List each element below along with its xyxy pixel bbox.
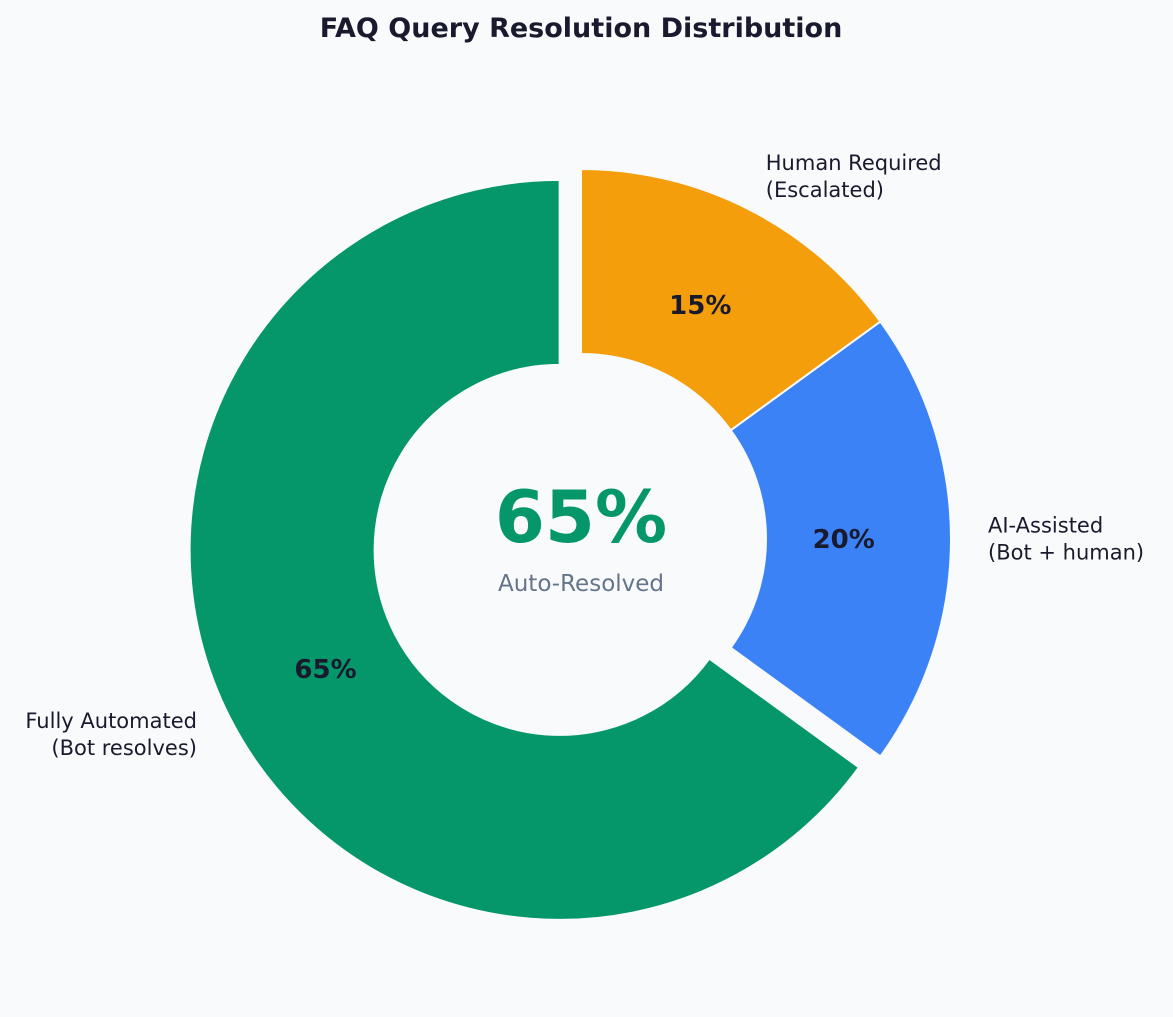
- slice-category-label: Fully Automated (Bot resolves): [25, 709, 197, 760]
- chart-title: FAQ Query Resolution Distribution: [320, 13, 843, 44]
- slice-percent-label: 20%: [813, 525, 875, 555]
- slice-group: [188, 167, 952, 921]
- label-group: 65% Fully Automated (Bot resolves) 20% AI-As…: [25, 151, 1144, 760]
- slice-percent-label: 15%: [669, 291, 731, 321]
- center-value: 65%: [495, 475, 667, 559]
- slice-category-label: AI-Assisted (Bot + human): [988, 514, 1144, 565]
- center-caption: Auto-Resolved: [498, 571, 664, 597]
- donut-slice: [729, 320, 952, 758]
- slice-category-label: Human Required (Escalated): [766, 151, 942, 202]
- donut-slice: [580, 167, 882, 432]
- donut-slice: [188, 178, 861, 921]
- slice-percent-label: 65%: [294, 655, 356, 685]
